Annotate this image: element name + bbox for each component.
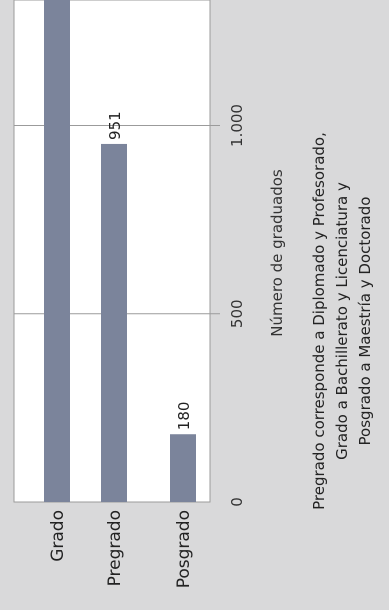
category-label-pregrado: Pregrado <box>105 510 125 586</box>
category-label-posgrado: Posgrado <box>174 510 194 588</box>
note-line-2: Grado a Bachillerato y Licenciatura y <box>333 182 351 460</box>
value-label-posgrado: 180 <box>175 402 193 431</box>
labels: 05001.0001.5001.360Grado951Pregrado180Po… <box>48 104 246 588</box>
tick-label-2: 1.000 <box>228 104 246 147</box>
bars <box>44 0 196 503</box>
note-line-1: Pregrado corresponde a Diplomado y Profe… <box>310 132 328 510</box>
bar-grado <box>44 0 70 502</box>
value-label-pregrado: 951 <box>106 111 124 140</box>
tick-label-0: 0 <box>228 497 246 507</box>
category-label-grado: Grado <box>48 510 68 562</box>
bar-posgrado <box>170 434 196 502</box>
tick-label-1: 500 <box>228 299 246 328</box>
note-line-3: Posgrado a Maestría y Doctorado <box>356 197 374 446</box>
bar-pregrado <box>101 143 127 503</box>
axis-title: Número de graduados <box>268 169 286 337</box>
